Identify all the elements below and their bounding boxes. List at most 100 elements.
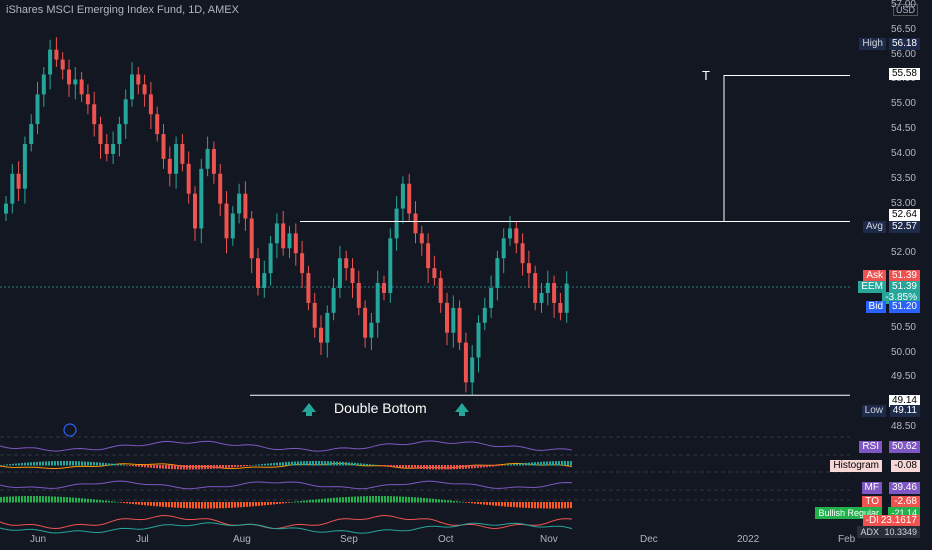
oscillator-bar bbox=[462, 501, 464, 503]
histogram-bar bbox=[279, 462, 281, 466]
candle-body bbox=[407, 183, 412, 214]
oscillator-bar bbox=[234, 502, 236, 508]
price-tick-label: 53.00 bbox=[890, 197, 916, 209]
histogram-bar bbox=[333, 461, 335, 466]
oscillator-bar bbox=[468, 502, 470, 504]
oscillator-bar bbox=[66, 497, 68, 503]
histogram-bar bbox=[168, 465, 170, 469]
histogram-bar bbox=[393, 465, 395, 468]
oscillator-bar bbox=[363, 496, 365, 503]
oscillator-bar bbox=[354, 496, 356, 503]
oscillator-bar bbox=[114, 501, 116, 503]
histogram-bar bbox=[330, 461, 332, 466]
histogram-bar bbox=[510, 464, 512, 466]
histogram-bar bbox=[144, 465, 146, 468]
histogram-bar bbox=[420, 465, 422, 470]
oscillator-bar bbox=[237, 502, 239, 508]
oscillator-bar bbox=[396, 496, 398, 503]
candle-body bbox=[211, 148, 216, 174]
histogram-bar bbox=[465, 465, 467, 469]
oscillator-bar bbox=[45, 496, 47, 503]
histogram-bar bbox=[195, 465, 197, 470]
oscillator-bar bbox=[105, 500, 107, 503]
histogram-bar bbox=[192, 465, 194, 470]
histogram-bar bbox=[567, 461, 569, 466]
candle-body bbox=[92, 104, 97, 125]
oscillator-bar bbox=[30, 496, 32, 503]
histogram-bar bbox=[270, 463, 272, 466]
oscillator-bar bbox=[54, 496, 56, 503]
oscillator-bar bbox=[504, 502, 506, 507]
oscillator-bar bbox=[315, 499, 317, 503]
candle-body bbox=[451, 307, 456, 333]
oscillator-bar bbox=[186, 502, 188, 509]
candle-body bbox=[148, 94, 153, 115]
oscillator-bar bbox=[558, 502, 560, 509]
candle-body bbox=[482, 307, 487, 323]
oscillator-bar bbox=[240, 502, 242, 508]
histogram-bar bbox=[558, 461, 560, 466]
oscillator-bar bbox=[177, 502, 179, 508]
candle-body bbox=[363, 307, 368, 338]
oscillator-bar bbox=[111, 501, 113, 503]
candle-body bbox=[142, 84, 147, 95]
candle-body bbox=[331, 288, 336, 313]
histogram-bar bbox=[300, 461, 302, 466]
oscillator-bar bbox=[180, 502, 182, 508]
histogram-bar bbox=[90, 461, 92, 466]
oscillator-bar bbox=[450, 500, 452, 503]
histogram-bar bbox=[243, 465, 245, 467]
histogram-bar bbox=[399, 465, 401, 468]
histogram-bar bbox=[9, 464, 11, 466]
histogram-bar bbox=[471, 465, 473, 469]
target-projection-line bbox=[723, 74, 850, 222]
histogram-bar bbox=[93, 462, 95, 466]
candle-body bbox=[186, 163, 191, 194]
candle-body bbox=[293, 233, 298, 254]
candle-body bbox=[136, 74, 141, 85]
last-tag-name: EEM bbox=[858, 281, 886, 293]
oscillator-bar bbox=[153, 502, 155, 507]
candle-body bbox=[98, 124, 103, 144]
oscillator-bar bbox=[336, 497, 338, 503]
oscillator-bar bbox=[147, 502, 149, 506]
candle-body bbox=[10, 173, 15, 204]
candle-body bbox=[174, 144, 179, 174]
candle-body bbox=[48, 49, 53, 75]
candle-body bbox=[60, 59, 65, 70]
oscillator-bar bbox=[210, 502, 212, 509]
oscillator-bar bbox=[108, 500, 110, 503]
mf-tag-name: MF bbox=[861, 482, 882, 494]
oscillator-bar bbox=[444, 499, 446, 503]
candle-body bbox=[344, 258, 349, 269]
candle-body bbox=[539, 292, 544, 303]
oscillator-bar bbox=[471, 502, 473, 504]
candle-body bbox=[394, 208, 399, 239]
histogram-bar bbox=[285, 462, 287, 466]
histogram-bar bbox=[561, 461, 563, 466]
candle-body bbox=[419, 233, 424, 244]
candle-body bbox=[161, 134, 166, 159]
histogram-bar bbox=[252, 464, 254, 466]
histogram-bar bbox=[339, 461, 341, 466]
candle-body bbox=[558, 302, 563, 313]
oscillator-bar bbox=[456, 501, 458, 503]
candle-body bbox=[262, 273, 267, 288]
oscillator-bar bbox=[162, 502, 164, 507]
candle-body bbox=[73, 79, 78, 85]
oscillator-bar bbox=[432, 498, 434, 503]
oscillator-bar bbox=[345, 496, 347, 503]
histogram-bar bbox=[57, 461, 59, 466]
oscillator-bar bbox=[342, 497, 344, 503]
plus-di-line bbox=[0, 522, 573, 534]
avg-tag-name: Avg bbox=[862, 221, 886, 233]
histogram-bar bbox=[480, 465, 482, 468]
oscillator-bar bbox=[291, 501, 293, 503]
oscillator-bar bbox=[165, 502, 167, 508]
candle-body bbox=[413, 213, 418, 234]
candle-body bbox=[111, 144, 116, 154]
histogram-bar bbox=[186, 465, 188, 470]
oscillator-bar bbox=[390, 496, 392, 503]
histogram-bar bbox=[219, 465, 221, 469]
